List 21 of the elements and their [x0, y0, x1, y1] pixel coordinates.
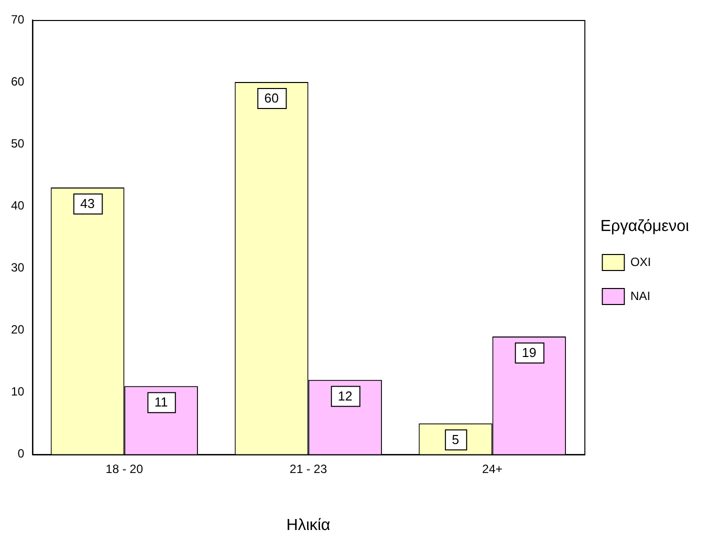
legend-label: ΝΑΙ — [630, 288, 650, 303]
y-tick-label: 0 — [18, 446, 25, 461]
x-tick-label: 18 - 20 — [106, 462, 144, 476]
y-tick-label: 20 — [10, 322, 25, 337]
y-tick-label: 40 — [10, 198, 25, 212]
y-tick-label: 10 — [10, 384, 25, 399]
legend-label: ΟΧΙ — [630, 254, 651, 269]
data-label: 5 — [452, 432, 460, 447]
y-tick-label: 70 — [10, 12, 25, 26]
y-tick-label: 30 — [10, 260, 25, 275]
data-label: 12 — [338, 388, 352, 404]
data-label: 60 — [264, 90, 279, 106]
x-axis-title: Ηλικία — [286, 516, 330, 534]
y-tick-label: 50 — [10, 136, 25, 150]
x-tick-label: 24+ — [482, 462, 503, 476]
data-label: 19 — [522, 345, 536, 360]
legend-title: Εργαζόμενοι — [600, 218, 690, 235]
data-label: 43 — [80, 196, 95, 212]
x-tick-label: 21 - 23 — [290, 462, 328, 476]
data-label: 11 — [154, 394, 168, 410]
y-tick-label: 60 — [10, 74, 25, 88]
